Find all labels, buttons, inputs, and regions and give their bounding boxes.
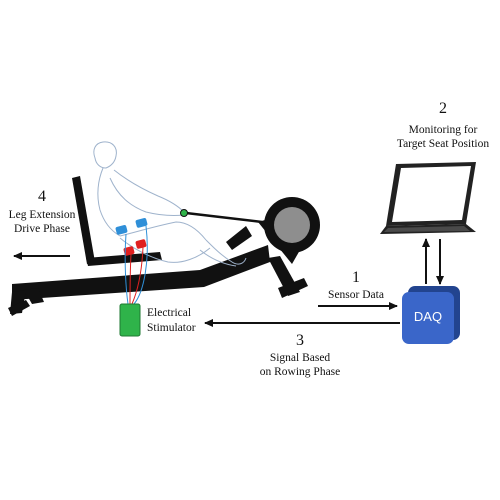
daq-front [402, 292, 454, 344]
step-2-number: 2 [439, 100, 447, 117]
electrode-blue-1 [115, 225, 128, 235]
electrode-wires [124, 225, 148, 305]
daq-label: DAQ [414, 309, 442, 324]
foot-stretcher [226, 226, 252, 250]
laptop-icon [380, 162, 476, 234]
electrodes [115, 218, 148, 256]
step-3-number: 3 [296, 332, 304, 349]
rowing-machine-icon [8, 176, 320, 316]
machine-mid-leg [24, 288, 44, 304]
step-2-label-line1: Monitoring for [409, 124, 478, 136]
seat-back [72, 176, 95, 264]
stimulator-label-line2: Stimulator [147, 322, 196, 334]
step-1-label: Sensor Data [328, 289, 384, 301]
step-4-number: 4 [38, 188, 46, 205]
stimulator-box-icon [119, 303, 141, 337]
machine-rail [12, 245, 270, 300]
electrode-red-1 [123, 246, 135, 256]
electrode-blue-2 [135, 218, 148, 228]
laptop-keyboard [384, 226, 470, 232]
seat [86, 252, 162, 266]
step-3-label-line2: on Rowing Phase [260, 366, 341, 378]
step-1-number: 1 [352, 269, 360, 286]
step-2-label-line2: Target Seat Position [397, 138, 490, 150]
machine-front-foot [8, 300, 30, 316]
electrode-red-2 [135, 239, 147, 249]
step-3-label-line1: Signal Based [270, 352, 331, 364]
laptop-screen [392, 166, 471, 222]
flywheel-inner [274, 207, 310, 243]
machine-rear-foot [278, 278, 308, 298]
rower-figure-icon [93, 141, 247, 267]
step-4-label-line2: Drive Phase [14, 223, 70, 235]
handle-grip [180, 209, 188, 217]
daq-box-icon: DAQ [402, 286, 460, 344]
stimulator-label-line1: Electrical [147, 307, 191, 319]
handle-chain [185, 211, 263, 224]
step-4-label-line1: Leg Extension [9, 209, 76, 221]
